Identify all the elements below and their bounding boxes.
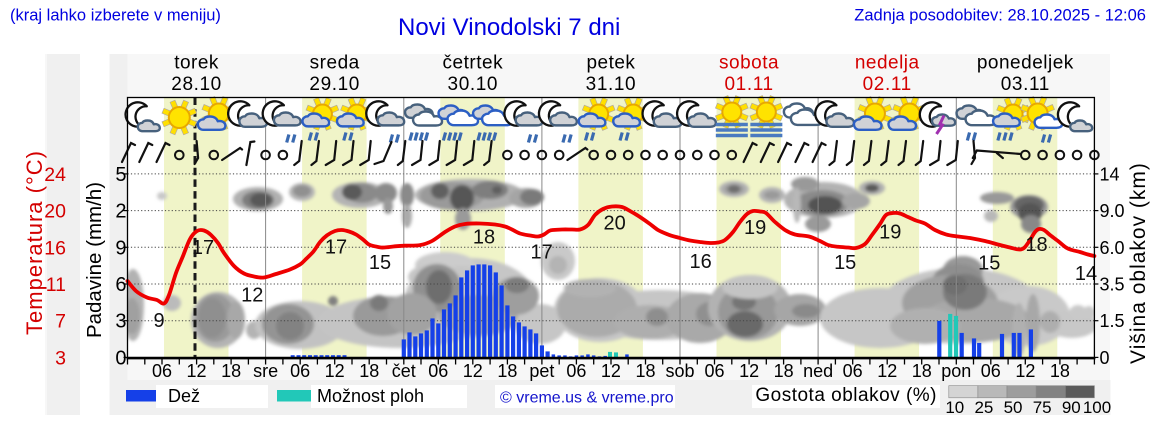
svg-text:Novi Vinodolski 7 dni: Novi Vinodolski 7 dni: [398, 14, 620, 41]
svg-text:17: 17: [192, 237, 214, 259]
svg-text:7: 7: [55, 311, 66, 333]
svg-text:Dež: Dež: [168, 386, 200, 406]
svg-text:ponedeljek: ponedeljek: [977, 53, 1074, 74]
svg-text:12: 12: [1015, 361, 1035, 381]
svg-text:1.5: 1.5: [1100, 311, 1125, 331]
svg-text:3: 3: [55, 347, 66, 369]
svg-text:19: 19: [879, 222, 901, 244]
svg-text:14: 14: [1100, 164, 1120, 184]
svg-text:25: 25: [974, 398, 993, 417]
svg-text:ned: ned: [803, 361, 833, 381]
svg-text:06: 06: [981, 361, 1001, 381]
svg-text:Višina oblakov (km): Višina oblakov (km): [1127, 162, 1150, 364]
svg-text:06: 06: [290, 361, 310, 381]
svg-text:5: 5: [115, 164, 126, 186]
svg-text:75: 75: [1033, 398, 1052, 417]
svg-text:12: 12: [739, 361, 759, 381]
svg-text:9.0: 9.0: [1100, 201, 1125, 221]
svg-text:18: 18: [635, 361, 655, 381]
svg-text:90: 90: [1062, 398, 1081, 417]
svg-text:10: 10: [945, 398, 964, 417]
svg-text:12: 12: [187, 361, 207, 381]
svg-text:29.10: 29.10: [309, 74, 360, 95]
svg-text:3: 3: [115, 311, 126, 333]
svg-text:30.10: 30.10: [448, 74, 499, 95]
svg-text:20: 20: [44, 201, 66, 223]
svg-text:torek: torek: [174, 53, 219, 74]
svg-text:02.11: 02.11: [863, 74, 912, 95]
svg-text:petek: petek: [586, 53, 635, 74]
svg-text:18: 18: [1025, 234, 1047, 256]
svg-text:20: 20: [603, 213, 625, 235]
svg-text:3.5: 3.5: [1100, 275, 1125, 295]
svg-text:12: 12: [241, 285, 263, 307]
svg-text:06: 06: [566, 361, 586, 381]
svg-text:50: 50: [1004, 398, 1023, 417]
svg-text:18: 18: [497, 361, 517, 381]
svg-text:Temperatura (°C): Temperatura (°C): [22, 150, 47, 335]
svg-text:9: 9: [153, 310, 164, 332]
svg-text:sre: sre: [253, 361, 278, 381]
svg-text:17: 17: [325, 237, 347, 259]
svg-text:čet: čet: [392, 361, 416, 381]
svg-text:18: 18: [774, 361, 794, 381]
svg-text:06: 06: [428, 361, 448, 381]
svg-text:16: 16: [689, 251, 711, 273]
svg-text:18: 18: [473, 227, 495, 249]
svg-text:0: 0: [1100, 348, 1110, 368]
svg-text:9: 9: [115, 237, 126, 259]
svg-text:6.0: 6.0: [1100, 238, 1125, 258]
svg-text:sobota: sobota: [719, 53, 779, 74]
svg-text:11: 11: [46, 274, 66, 296]
svg-text:sreda: sreda: [310, 53, 360, 74]
svg-text:12: 12: [877, 361, 897, 381]
svg-text:31.10: 31.10: [586, 74, 637, 95]
svg-text:18: 18: [1050, 361, 1070, 381]
svg-text:03.11: 03.11: [1001, 74, 1050, 95]
svg-text:Zadnja posodobitev: 28.10.2025: Zadnja posodobitev: 28.10.2025 - 12:06: [854, 7, 1146, 25]
svg-text:12: 12: [601, 361, 621, 381]
svg-text:24: 24: [44, 164, 66, 186]
svg-text:16: 16: [44, 237, 66, 259]
svg-text:Padavine (mm/h): Padavine (mm/h): [83, 182, 106, 338]
svg-text:15: 15: [978, 253, 1000, 275]
svg-text:Gostota oblakov (%): Gostota oblakov (%): [755, 385, 937, 406]
svg-text:Možnost ploh: Možnost ploh: [317, 386, 424, 406]
svg-text:15: 15: [834, 252, 856, 274]
svg-text:12: 12: [463, 361, 483, 381]
svg-text:četrtek: četrtek: [443, 53, 504, 74]
svg-text:pet: pet: [529, 361, 554, 381]
svg-text:18: 18: [221, 361, 241, 381]
svg-text:6: 6: [115, 274, 126, 296]
svg-text:15: 15: [369, 252, 391, 274]
svg-text:(kraj lahko izberete v meniju): (kraj lahko izberete v meniju): [10, 7, 221, 25]
svg-text:14: 14: [1075, 263, 1097, 285]
svg-text:© vreme.us & vreme.pro: © vreme.us & vreme.pro: [500, 390, 674, 407]
svg-text:17: 17: [530, 242, 552, 264]
svg-text:nedelja: nedelja: [855, 53, 920, 74]
svg-text:18: 18: [359, 361, 379, 381]
svg-text:100: 100: [1083, 398, 1111, 417]
svg-text:06: 06: [843, 361, 863, 381]
svg-text:28.10: 28.10: [171, 74, 222, 95]
svg-text:06: 06: [705, 361, 725, 381]
svg-text:pon: pon: [941, 361, 971, 381]
svg-text:0: 0: [115, 347, 126, 369]
svg-text:2: 2: [115, 201, 126, 223]
svg-text:01.11: 01.11: [725, 74, 774, 95]
svg-text:12: 12: [325, 361, 345, 381]
svg-text:sob: sob: [665, 361, 694, 381]
svg-text:18: 18: [912, 361, 932, 381]
svg-text:06: 06: [152, 361, 172, 381]
svg-text:19: 19: [744, 217, 766, 239]
